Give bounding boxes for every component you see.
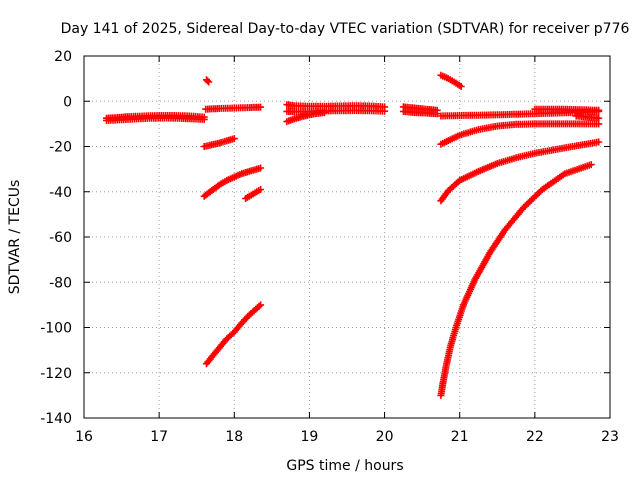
data-point-markers <box>202 103 265 113</box>
x-tick-label: 19 <box>301 429 319 445</box>
y-tick-label: 0 <box>63 94 72 110</box>
y-tick-label: -20 <box>49 140 72 156</box>
data-point-markers <box>203 76 213 86</box>
series-band-i2 <box>399 107 441 118</box>
data-point-markers <box>531 105 603 114</box>
y-tick-label: -60 <box>49 230 72 246</box>
y-tick-label: 20 <box>54 49 72 65</box>
data-point-markers <box>103 114 208 124</box>
data-point-markers <box>399 103 441 114</box>
series-arc-o <box>437 161 595 399</box>
x-tick-label: 18 <box>225 429 243 445</box>
y-tick-label: -140 <box>40 411 72 427</box>
data-point-markers <box>283 107 389 116</box>
series-arc-h3 <box>283 109 328 126</box>
data-point-markers <box>437 161 595 399</box>
series-arc-j <box>437 71 465 90</box>
y-tick-label: -40 <box>49 185 72 201</box>
y-tick-label: -100 <box>40 321 72 337</box>
data-point-markers <box>572 112 603 122</box>
series-arc-l <box>437 120 603 148</box>
series-band-i <box>399 103 441 114</box>
series-band-h1 <box>283 101 389 111</box>
data-point-markers <box>203 301 265 368</box>
data-point-markers <box>437 138 603 205</box>
series-arc-e <box>242 186 265 202</box>
tick-labels: 16 17 18 19 20 21 22 23 -140 -120 -100 -80 -60 -40 -20… <box>40 49 619 445</box>
x-tick-label: 22 <box>526 429 544 445</box>
y-tick-label: -80 <box>49 275 72 291</box>
x-tick-label: 16 <box>75 429 93 445</box>
data-point-markers <box>283 109 328 126</box>
series-band-a2 <box>103 114 208 124</box>
series-band-b <box>202 103 265 113</box>
series-dot-g <box>203 76 213 86</box>
y-tick-label: -120 <box>40 366 72 382</box>
data-point-markers <box>283 101 389 111</box>
plot-frame <box>83 55 611 419</box>
data-point-markers <box>200 135 238 150</box>
series-box-m <box>531 105 603 114</box>
x-tick-label: 17 <box>150 429 168 445</box>
y-axis-label: SDTVAR / TECUs <box>7 180 23 295</box>
series-arc-d <box>200 164 265 200</box>
data-point-markers <box>437 71 465 90</box>
data-point-markers <box>200 164 265 200</box>
series-arc-n <box>437 138 603 205</box>
data-point-markers <box>242 186 265 202</box>
series-arc-f <box>203 301 265 368</box>
chart-title: Day 141 of 2025, Sidereal Day-to-day VTE… <box>61 21 630 37</box>
series-arc-c <box>200 135 238 150</box>
series-band-h2 <box>283 107 389 116</box>
x-tick-label: 20 <box>376 429 394 445</box>
data-marks <box>103 71 603 399</box>
data-point-markers <box>437 120 603 148</box>
series-box-m2 <box>572 112 603 122</box>
x-tick-label: 21 <box>451 429 469 445</box>
x-axis-label: GPS time / hours <box>286 458 403 474</box>
data-point-markers <box>399 107 441 118</box>
x-tick-label: 23 <box>601 429 619 445</box>
